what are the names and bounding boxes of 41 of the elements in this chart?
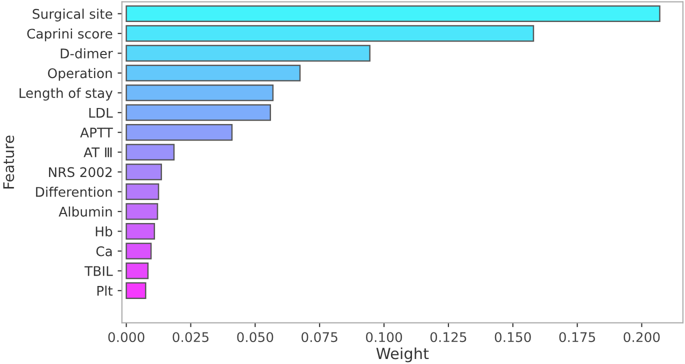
bar [126,164,162,180]
x-axis-title: Weight [376,347,429,362]
y-tick-label: Caprini score [27,28,112,42]
bar [126,104,271,121]
x-tick-label: 0.200 [624,332,660,342]
y-tick-label: Hb [96,226,112,236]
y-tick-label: Surgical site [32,8,112,22]
bar [126,262,149,280]
y-tick-label: AT Ⅲ [84,148,112,158]
y-tick-label: Ca [96,246,112,256]
bar [126,183,160,200]
bar [126,242,152,260]
y-tick-label: Length of stay [20,88,113,101]
y-tick-label: Albumin [58,206,112,217]
y-tick-label: Differention [36,186,112,197]
y-tick-label: TBIL [84,266,113,276]
x-tick-label: 0.075 [302,332,338,342]
x-tick-label: 0.100 [366,332,402,342]
x-tick-label: 0.175 [559,332,596,342]
bar [126,5,660,22]
bar [126,203,158,220]
x-tick-label: 0.050 [237,332,274,342]
x-tick-label: 0.025 [172,332,208,342]
bar [126,44,370,62]
y-axis-title: Feature [3,136,14,188]
bar [126,222,156,240]
x-tick-label: 0.150 [494,332,531,342]
bar [126,124,233,141]
y-tick-label: APTT [80,128,113,138]
bar [126,25,534,42]
y-tick-label: Operation [48,68,112,81]
bar [126,282,146,299]
y-tick-label: LDL [89,108,113,118]
bar [126,64,301,82]
x-tick-label: 0.125 [430,332,466,342]
y-tick-label: NRS 2002 [49,167,112,178]
bar [126,144,175,160]
y-tick-label: Plt [97,286,113,296]
bar [126,84,274,102]
y-tick-label: D-dimer [60,48,113,58]
x-tick-label: 0.000 [108,332,144,342]
